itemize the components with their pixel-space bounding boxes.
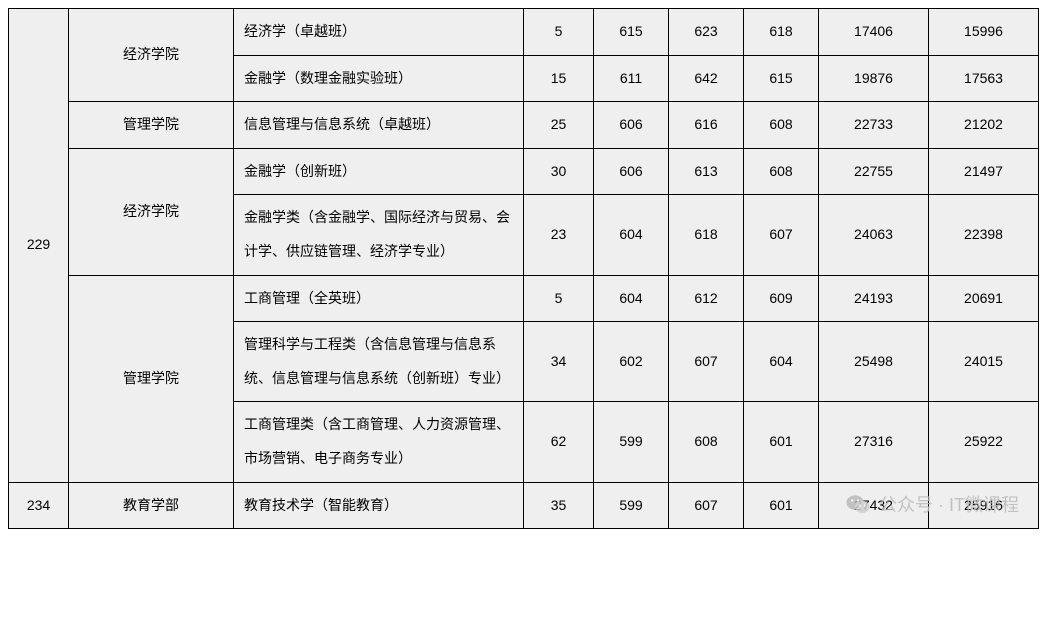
value-cell: 606 xyxy=(594,102,669,149)
school-cell: 经济学院 xyxy=(69,9,234,102)
major-cell: 金融学类（含金融学、国际经济与贸易、会计学、供应链管理、经济学专业） xyxy=(234,195,524,275)
value-cell: 604 xyxy=(594,275,669,322)
value-cell: 34 xyxy=(524,322,594,402)
table-row: 管理学院工商管理（全英班）56046126092419320691 xyxy=(9,275,1039,322)
value-cell: 22733 xyxy=(819,102,929,149)
school-cell: 经济学院 xyxy=(69,148,234,275)
value-cell: 15996 xyxy=(929,9,1039,56)
value-cell: 623 xyxy=(669,9,744,56)
major-cell: 工商管理（全英班） xyxy=(234,275,524,322)
value-cell: 22398 xyxy=(929,195,1039,275)
value-cell: 62 xyxy=(524,402,594,482)
value-cell: 608 xyxy=(744,102,819,149)
value-cell: 25 xyxy=(524,102,594,149)
value-cell: 599 xyxy=(594,402,669,482)
value-cell: 601 xyxy=(744,482,819,529)
value-cell: 21202 xyxy=(929,102,1039,149)
value-cell: 19876 xyxy=(819,55,929,102)
value-cell: 607 xyxy=(669,482,744,529)
major-cell: 管理科学与工程类（含信息管理与信息系统、信息管理与信息系统（创新班）专业） xyxy=(234,322,524,402)
major-cell: 金融学（数理金融实验班） xyxy=(234,55,524,102)
school-cell: 管理学院 xyxy=(69,102,234,149)
table-row: 经济学院金融学（创新班）306066136082275521497 xyxy=(9,148,1039,195)
major-cell: 教育技术学（智能教育） xyxy=(234,482,524,529)
value-cell: 5 xyxy=(524,9,594,56)
value-cell: 21497 xyxy=(929,148,1039,195)
major-cell: 经济学（卓越班） xyxy=(234,9,524,56)
value-cell: 17563 xyxy=(929,55,1039,102)
value-cell: 22755 xyxy=(819,148,929,195)
value-cell: 604 xyxy=(594,195,669,275)
value-cell: 23 xyxy=(524,195,594,275)
value-cell: 35 xyxy=(524,482,594,529)
school-cell: 教育学部 xyxy=(69,482,234,529)
value-cell: 27316 xyxy=(819,402,929,482)
value-cell: 618 xyxy=(669,195,744,275)
value-cell: 607 xyxy=(744,195,819,275)
value-cell: 25922 xyxy=(929,402,1039,482)
table-row: 229经济学院经济学（卓越班）56156236181740615996 xyxy=(9,9,1039,56)
value-cell: 602 xyxy=(594,322,669,402)
value-cell: 24063 xyxy=(819,195,929,275)
value-cell: 5 xyxy=(524,275,594,322)
major-cell: 金融学（创新班） xyxy=(234,148,524,195)
value-cell: 607 xyxy=(669,322,744,402)
value-cell: 618 xyxy=(744,9,819,56)
value-cell: 15 xyxy=(524,55,594,102)
value-cell: 615 xyxy=(594,9,669,56)
major-cell: 信息管理与信息系统（卓越班） xyxy=(234,102,524,149)
value-cell: 17406 xyxy=(819,9,929,56)
value-cell: 27432 xyxy=(819,482,929,529)
value-cell: 616 xyxy=(669,102,744,149)
admissions-table: 229经济学院经济学（卓越班）56156236181740615996金融学（数… xyxy=(8,8,1039,529)
major-cell: 工商管理类（含工商管理、人力资源管理、市场营销、电子商务专业） xyxy=(234,402,524,482)
value-cell: 601 xyxy=(744,402,819,482)
value-cell: 25916 xyxy=(929,482,1039,529)
value-cell: 606 xyxy=(594,148,669,195)
value-cell: 599 xyxy=(594,482,669,529)
value-cell: 609 xyxy=(744,275,819,322)
value-cell: 613 xyxy=(669,148,744,195)
value-cell: 608 xyxy=(744,148,819,195)
value-cell: 24015 xyxy=(929,322,1039,402)
admissions-table-body: 229经济学院经济学（卓越班）56156236181740615996金融学（数… xyxy=(9,9,1039,529)
value-cell: 25498 xyxy=(819,322,929,402)
school-cell: 管理学院 xyxy=(69,275,234,482)
code-cell: 234 xyxy=(9,482,69,529)
value-cell: 612 xyxy=(669,275,744,322)
value-cell: 604 xyxy=(744,322,819,402)
value-cell: 30 xyxy=(524,148,594,195)
table-row: 234教育学部教育技术学（智能教育）355996076012743225916 xyxy=(9,482,1039,529)
value-cell: 615 xyxy=(744,55,819,102)
value-cell: 611 xyxy=(594,55,669,102)
value-cell: 24193 xyxy=(819,275,929,322)
code-cell: 229 xyxy=(9,9,69,483)
table-row: 管理学院信息管理与信息系统（卓越班）256066166082273321202 xyxy=(9,102,1039,149)
value-cell: 20691 xyxy=(929,275,1039,322)
value-cell: 608 xyxy=(669,402,744,482)
value-cell: 642 xyxy=(669,55,744,102)
